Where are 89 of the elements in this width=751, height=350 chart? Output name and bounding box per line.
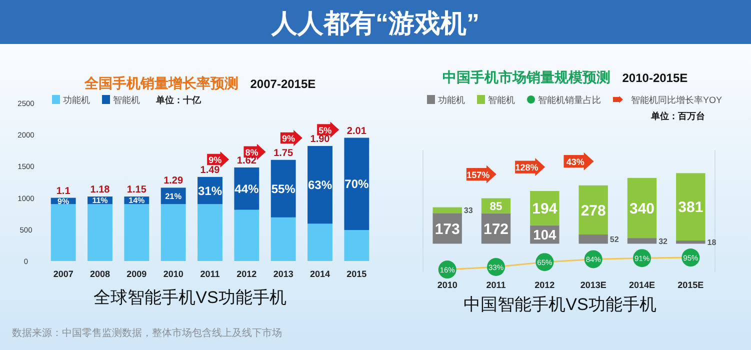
data-label: 278 (580, 202, 606, 220)
legend-label: 功能机 (438, 95, 465, 105)
annotation: 1.15 (126, 184, 147, 196)
x-tick-label: 2008 (90, 269, 110, 279)
annotation: 43% (566, 156, 584, 167)
annotation: 157% (466, 170, 490, 180)
bar (234, 210, 260, 261)
source-note: 数据来源：中国零售监测数据，整体市场包含线上及线下市场 (12, 327, 282, 339)
x-tick-label: 2010 (437, 280, 458, 290)
legend-label: 功能机 (63, 95, 90, 105)
data-label: 173 (434, 220, 460, 238)
annotation: 70% (344, 177, 369, 192)
annotation: 9% (58, 196, 70, 206)
x-tick-label: 2012 (534, 280, 555, 290)
bar (270, 160, 296, 218)
bar (578, 234, 608, 244)
legend-label: 智能机销量占比 (538, 95, 601, 105)
data-label: 85 (490, 200, 502, 213)
annotation: 1.1 (56, 186, 71, 197)
data-label: 194 (532, 200, 558, 218)
annotation: 1.29 (164, 176, 184, 187)
annotation: 9% (208, 154, 222, 165)
arrow: 157% (466, 165, 496, 184)
x-tick-label: 2013E (580, 280, 606, 290)
text: 单位：百万台 (650, 111, 705, 121)
x-axis-title: 中国智能手机VS功能手机 (464, 295, 656, 314)
annotation: 9% (282, 133, 295, 144)
bar (124, 204, 150, 261)
x-tick-label: 2011 (200, 269, 220, 279)
chart-title: 中国手机市场销量规模预测 2010-2015E (442, 69, 688, 85)
bar (50, 204, 76, 261)
annotation: 11% (92, 196, 108, 206)
annotation: 1.90 (310, 134, 330, 145)
bar (627, 178, 657, 238)
bar (308, 146, 332, 224)
bar (160, 204, 186, 261)
annotation: 63% (308, 178, 332, 192)
annotation: 21% (165, 192, 182, 201)
x-tick-label: 2015E (678, 280, 704, 290)
data-label: 381 (678, 199, 704, 216)
text: 智能机同比增长率YOY (631, 95, 722, 105)
data-label: 104 (533, 227, 556, 242)
bar (676, 173, 706, 241)
data-label: 32 (658, 236, 668, 246)
bar (344, 138, 370, 230)
bar (432, 207, 462, 214)
arrow: 9% (280, 130, 302, 146)
arrow: 9% (207, 151, 230, 168)
annotation: 1.75 (274, 148, 294, 159)
data-label: 18 (707, 238, 717, 248)
arrow: 128% (515, 158, 546, 176)
bar (198, 204, 222, 261)
annotation: 1.18 (90, 184, 110, 196)
x-axis-title: 全球智能手机VS功能手机 (94, 288, 286, 307)
data-label: 52 (610, 235, 620, 244)
annotation: 8% (245, 147, 258, 158)
x-tick-label: 2011 (486, 280, 506, 290)
bar (270, 217, 296, 261)
bar (88, 204, 112, 261)
annotation: 128% (515, 162, 538, 173)
text: 人人都有“游戏机” (270, 8, 480, 38)
legend-label: 智能机 (488, 95, 515, 105)
x-tick-label: 2013 (273, 269, 294, 279)
bar (344, 230, 370, 261)
x-tick-label: 2010 (163, 269, 184, 279)
annotation: 1.49 (200, 164, 220, 176)
legend-label: 智能机 (113, 95, 140, 105)
x-tick-label: 2014 (310, 269, 330, 279)
annotation: 5% (318, 125, 332, 136)
bar (676, 240, 706, 244)
x-tick-label: 2014E (628, 280, 656, 290)
annotation: 单位：十亿 (155, 95, 202, 105)
data-label: 340 (629, 200, 655, 218)
annotation: 31% (198, 184, 222, 198)
x-tick-label: 2009 (126, 269, 147, 279)
annotation: 14% (128, 196, 145, 206)
x-tick-label: 2015 (346, 269, 367, 279)
data-label: 172 (483, 220, 509, 238)
annotation: 44% (234, 182, 259, 196)
bar (578, 185, 608, 235)
x-tick-label: 2007 (53, 269, 74, 279)
arrow: 43% (564, 152, 594, 170)
annotation: 2.01 (346, 126, 367, 137)
annotation: 55% (271, 182, 296, 196)
data-label: 33 (464, 206, 474, 216)
x-tick-label: 2012 (236, 269, 257, 279)
bar (308, 224, 332, 261)
bar (627, 238, 657, 244)
chart-title: 全国手机销量增长率预测 2007-2015E (83, 75, 316, 91)
